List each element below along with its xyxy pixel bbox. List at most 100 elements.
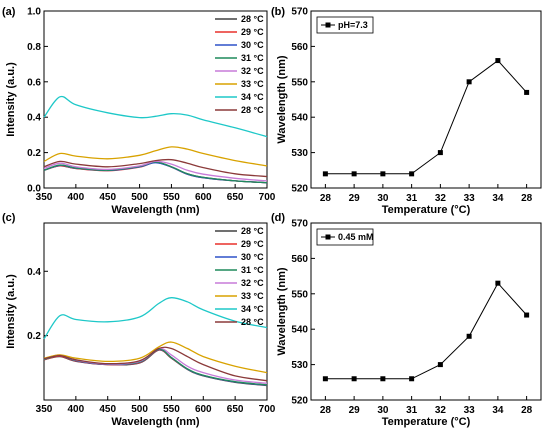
- x-tick-label: 400: [68, 192, 85, 203]
- legend-entry: 0.45 mM: [338, 232, 374, 242]
- panel-label: (c): [2, 212, 16, 224]
- x-tick-label: 32: [435, 405, 447, 416]
- y-tick-label: 540: [291, 113, 308, 124]
- y-tick-label: 560: [291, 42, 308, 53]
- series-line: [43, 162, 268, 184]
- series-line: [325, 282, 527, 380]
- panel-label: (b): [271, 6, 285, 18]
- x-axis-label: Temperature (°C): [382, 204, 471, 216]
- data-point: [466, 79, 472, 85]
- x-tick-label: 31: [406, 193, 418, 204]
- x-tick-label: 31: [406, 405, 418, 416]
- data-point: [322, 171, 328, 177]
- legend-entry: 34 °C: [241, 304, 264, 314]
- y-axis-label: Wavelength (nm): [276, 55, 288, 144]
- series-line: [43, 160, 268, 182]
- legend-entry: 28 °C: [241, 14, 264, 24]
- x-tick-label: 30: [377, 193, 389, 204]
- y-tick-label: 540: [291, 325, 308, 336]
- data-point: [380, 171, 386, 177]
- x-tick-label: 600: [195, 192, 212, 203]
- x-tick-label: 34: [492, 193, 504, 204]
- series-line: [43, 161, 268, 184]
- data-point: [524, 89, 530, 95]
- legend-entry: 28 °C: [241, 105, 264, 115]
- data-point: [495, 280, 501, 286]
- x-tick-label: 650: [227, 192, 244, 203]
- y-axis-label: Intensity (a.u.): [5, 274, 17, 349]
- legend-entry: 31 °C: [241, 53, 264, 63]
- data-point: [466, 333, 472, 339]
- x-tick-label: 34: [492, 405, 504, 416]
- x-axis-label: Wavelength (nm): [111, 204, 200, 216]
- y-tick-label: 0.8: [27, 42, 41, 53]
- x-tick-label: 400: [68, 404, 85, 415]
- series-line: [325, 59, 527, 175]
- x-tick-label: 32: [435, 193, 447, 204]
- x-tick-label: 28: [521, 405, 533, 416]
- y-tick-label: 520: [291, 184, 308, 195]
- legend-entry: 28 °C: [241, 226, 264, 236]
- x-tick-label: 33: [464, 193, 476, 204]
- data-point: [380, 376, 386, 382]
- x-tick-label: 500: [131, 404, 148, 415]
- legend-marker: [325, 234, 331, 240]
- x-tick-label: 28: [320, 193, 332, 204]
- data-point: [524, 312, 530, 318]
- legend-entry: 30 °C: [241, 252, 264, 262]
- data-point: [409, 376, 415, 382]
- x-tick-label: 700: [259, 404, 276, 415]
- legend-entry: 30 °C: [241, 40, 264, 50]
- legend-entry: 33 °C: [241, 79, 264, 89]
- data-point: [351, 376, 357, 382]
- x-tick-label: 600: [195, 404, 212, 415]
- x-tick-label: 29: [349, 405, 361, 416]
- x-tick-label: 30: [377, 405, 389, 416]
- plot-frame: [310, 10, 542, 189]
- legend-entry: 34 °C: [241, 92, 264, 102]
- y-tick-label: 0.4: [27, 113, 41, 124]
- y-tick-label: 0.2: [27, 331, 41, 342]
- x-tick-label: 28: [521, 193, 533, 204]
- series-line: [43, 297, 268, 340]
- y-tick-label: 530: [291, 148, 308, 159]
- y-tick-label: 550: [291, 77, 308, 88]
- x-tick-label: 28: [320, 405, 332, 416]
- y-tick-label: 0.6: [27, 77, 41, 88]
- panel-1: (b) 520 530 540 550 560 570 Wavelength (nm) 28 29…: [271, 6, 542, 216]
- series-line: [43, 161, 268, 184]
- x-tick-label: 33: [464, 405, 476, 416]
- x-tick-label: 550: [163, 192, 180, 203]
- x-tick-label: 350: [36, 192, 53, 203]
- x-tick-label: 650: [227, 404, 244, 415]
- legend-entry: 31 °C: [241, 265, 264, 275]
- y-tick-label: 550: [291, 289, 308, 300]
- plot-frame: [310, 222, 542, 401]
- data-point: [351, 171, 357, 177]
- y-tick-label: 530: [291, 360, 308, 371]
- x-tick-label: 29: [349, 193, 361, 204]
- series-line: [43, 341, 268, 374]
- x-tick-label: 450: [99, 404, 116, 415]
- x-tick-label: 450: [99, 192, 116, 203]
- legend-entry: 32 °C: [241, 278, 264, 288]
- legend-entry: 28 °C: [241, 317, 264, 327]
- legend-marker: [325, 22, 331, 28]
- data-point: [322, 376, 328, 382]
- x-axis-label: Wavelength (nm): [111, 416, 200, 428]
- plot-frame: [43, 10, 268, 189]
- series-line: [43, 161, 268, 184]
- data-point: [437, 362, 443, 368]
- series-line: [43, 146, 268, 167]
- y-tick-label: 0.2: [27, 148, 41, 159]
- panel-label: (d): [271, 212, 285, 224]
- y-tick-label: 520: [291, 396, 308, 407]
- legend-entry: 33 °C: [241, 291, 264, 301]
- series-line: [43, 346, 268, 382]
- y-axis-label: Intensity (a.u.): [5, 62, 17, 137]
- x-tick-label: 500: [131, 192, 148, 203]
- y-tick-label: 0.4: [27, 267, 41, 278]
- y-tick-label: 0.0: [27, 184, 41, 195]
- x-axis-label: Temperature (°C): [382, 416, 471, 428]
- legend-entry: 32 °C: [241, 66, 264, 76]
